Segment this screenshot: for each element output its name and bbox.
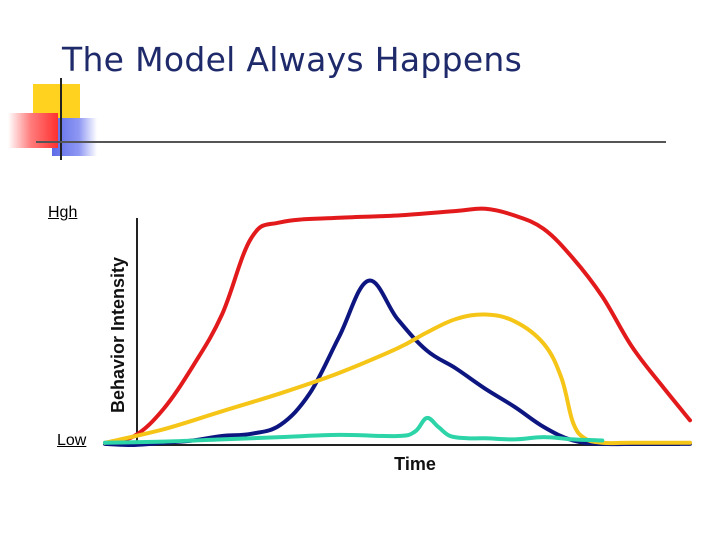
y-axis-label: Behavior Intensity [108,257,128,413]
slide-title: The Model Always Happens [62,40,523,79]
series-line-4 [103,415,605,445]
chart-axes: Time Behavior Intensity [105,218,680,474]
x-axis-label: Time [394,454,436,474]
decor-blue-square [52,118,97,156]
decor-vertical-rule [60,78,62,160]
series-layer [103,206,692,448]
series-line-1 [103,206,692,445]
high-label: Hgh [48,204,78,221]
low-label: Low [57,432,87,449]
series-line-3 [103,312,692,446]
title-underline-rule [36,141,666,143]
